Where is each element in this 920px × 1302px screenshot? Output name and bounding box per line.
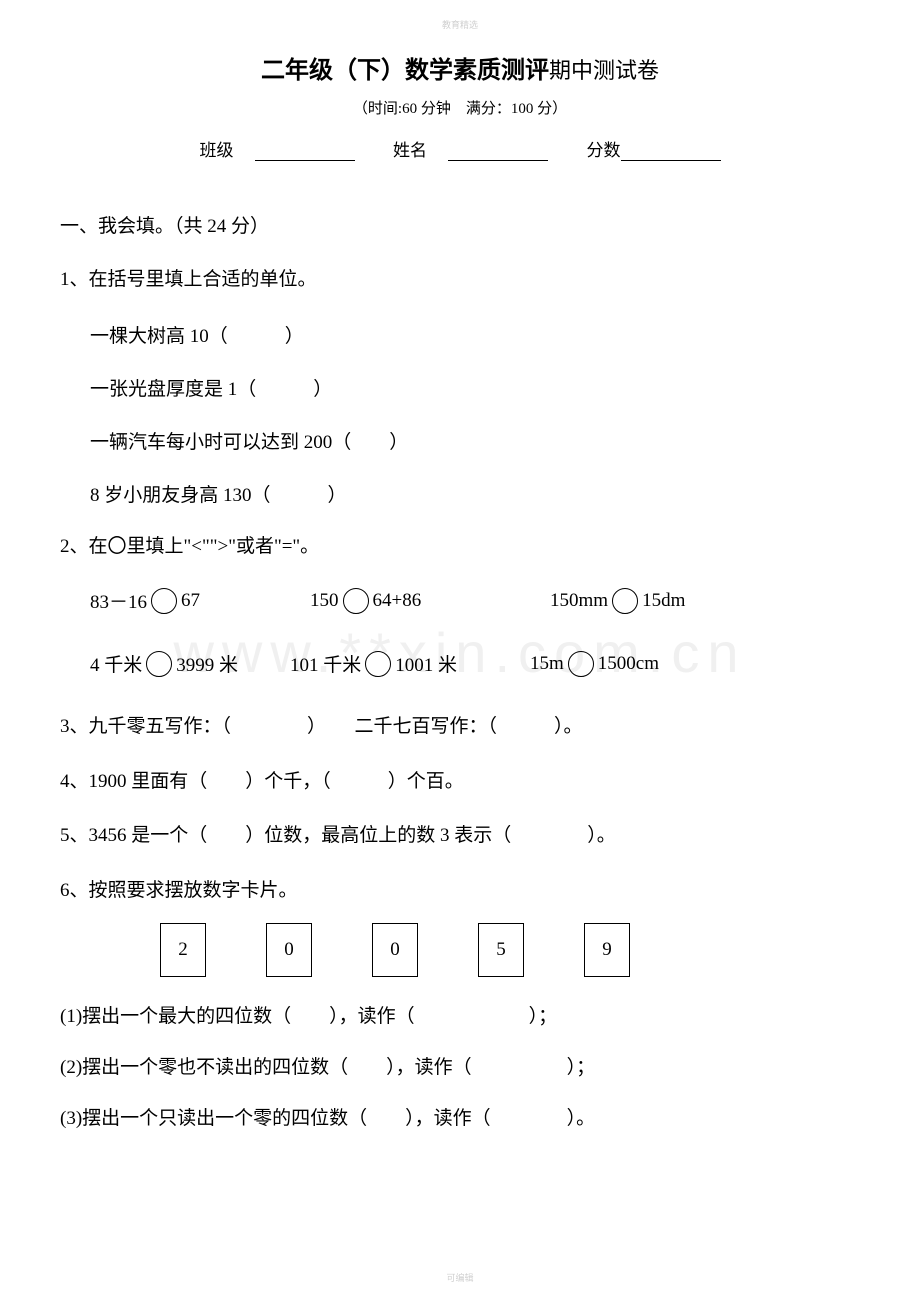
q5: 5、3456 是一个（ ）位数，最高位上的数 3 表示（ ）。 [60,822,860,851]
q1-item-1: 一棵大树高 10（ ） [90,321,860,348]
compare-left: 4 千米 [90,650,142,677]
q6-sub-2: (2)摆出一个零也不读出的四位数（ ），读作（ ）； [60,1052,860,1079]
circle-blank[interactable] [151,588,177,614]
q1-item-4: 8 岁小朋友身高 130（ ） [90,480,860,507]
q1-item-2: 一张光盘厚度是 1（ ） [90,374,860,401]
compare-left: 150 [310,590,339,612]
number-card: 0 [266,923,312,977]
number-card: 5 [478,923,524,977]
compare-right: 64+86 [373,590,422,612]
page-title: 二年级（下）数学素质测评期中测试卷 [60,50,860,85]
q1-item-3: 一辆汽车每小时可以达到 200（ ） [90,427,860,454]
compare-right: 3999 米 [176,650,238,677]
circle-blank[interactable] [612,588,638,614]
compare-right: 15dm [642,590,685,612]
compare-item: 101 千米 1001 米 [290,650,530,677]
q6-sub-3: (3)摆出一个只读出一个零的四位数（ ），读作（ ）。 [60,1103,860,1130]
title-bold-part: 二年级（下）数学素质测评 [261,58,549,84]
circle-blank[interactable] [365,651,391,677]
compare-item: 150 64+86 [310,587,550,614]
compare-item: 4 千米 3999 米 [90,650,290,677]
circle-blank[interactable] [568,651,594,677]
title-normal-part: 期中测试卷 [549,58,659,83]
compare-item: 15m 1500cm [530,650,659,677]
q2-stem: 2、在〇里填上"<"">"或者"="。 [60,533,860,562]
score-label: 分数 [587,141,621,160]
compare-left: 15m [530,653,564,675]
q3: 3、九千零五写作：（ ） 二千七百写作：（ ）。 [60,713,860,742]
q6-sub-1: (1)摆出一个最大的四位数（ ），读作（ ）； [60,1001,860,1028]
compare-item: 150mm 15dm [550,587,685,614]
page-content: 二年级（下）数学素质测评期中测试卷 （时间:60 分钟 满分：100 分） 班级… [60,50,860,1130]
watermark-bottom: 可编辑 [446,1271,473,1284]
compare-right: 1500cm [598,653,659,675]
class-blank[interactable] [255,143,355,161]
compare-right: 1001 米 [395,650,457,677]
cards-row: 2 0 0 5 9 [160,923,860,977]
compare-left: 101 千米 [290,650,361,677]
number-card: 9 [584,923,630,977]
compare-left: 83－16 [90,587,147,614]
compare-item: 83－16 67 [90,587,310,614]
q6-stem: 6、按照要求摆放数字卡片。 [60,877,860,906]
compare-left: 150mm [550,590,608,612]
info-line: 班级 姓名 分数 [60,136,860,161]
q4: 4、1900 里面有（ ）个千，（ ）个百。 [60,768,860,797]
circle-blank[interactable] [343,588,369,614]
section-1-title: 一、我会填。（共 24 分） [60,211,860,238]
score-blank[interactable] [621,143,721,161]
number-card: 0 [372,923,418,977]
compare-right: 67 [181,590,200,612]
name-label: 姓名 [393,141,427,160]
name-blank[interactable] [448,143,548,161]
subtitle: （时间:60 分钟 满分：100 分） [60,97,860,118]
number-card: 2 [160,923,206,977]
watermark-top: 教育精选 [442,18,478,31]
q2-row-1: 83－16 67 150 64+86 150mm 15dm [90,587,860,614]
q2-row-2: 4 千米 3999 米 101 千米 1001 米 15m 1500cm [90,650,860,677]
class-label: 班级 [200,141,234,160]
q1-stem: 1、在括号里填上合适的单位。 [60,266,860,295]
circle-blank[interactable] [146,651,172,677]
